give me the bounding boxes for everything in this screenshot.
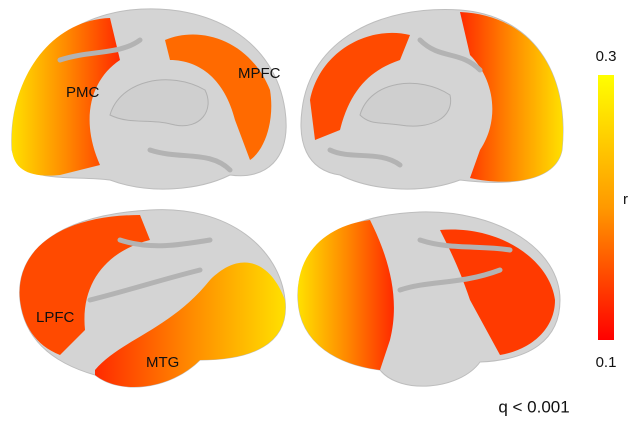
- brain-lateral-left: [19, 209, 286, 388]
- region-label: MTG: [146, 354, 179, 371]
- brain-medial-right: [300, 9, 564, 190]
- brain-medial-left: [11, 8, 287, 190]
- brain-lateral-right: [297, 211, 561, 387]
- colorbar-tick-label: 0.3: [596, 48, 617, 65]
- region-label: PMC: [66, 84, 100, 101]
- footnote: q < 0.001: [498, 397, 569, 416]
- region-label: LPFC: [36, 309, 75, 326]
- region-label: MPFC: [238, 65, 281, 82]
- colorbar-tick-label: 0.1: [596, 354, 617, 371]
- colorbar-label: r: [623, 191, 628, 208]
- colorbar: [598, 75, 614, 340]
